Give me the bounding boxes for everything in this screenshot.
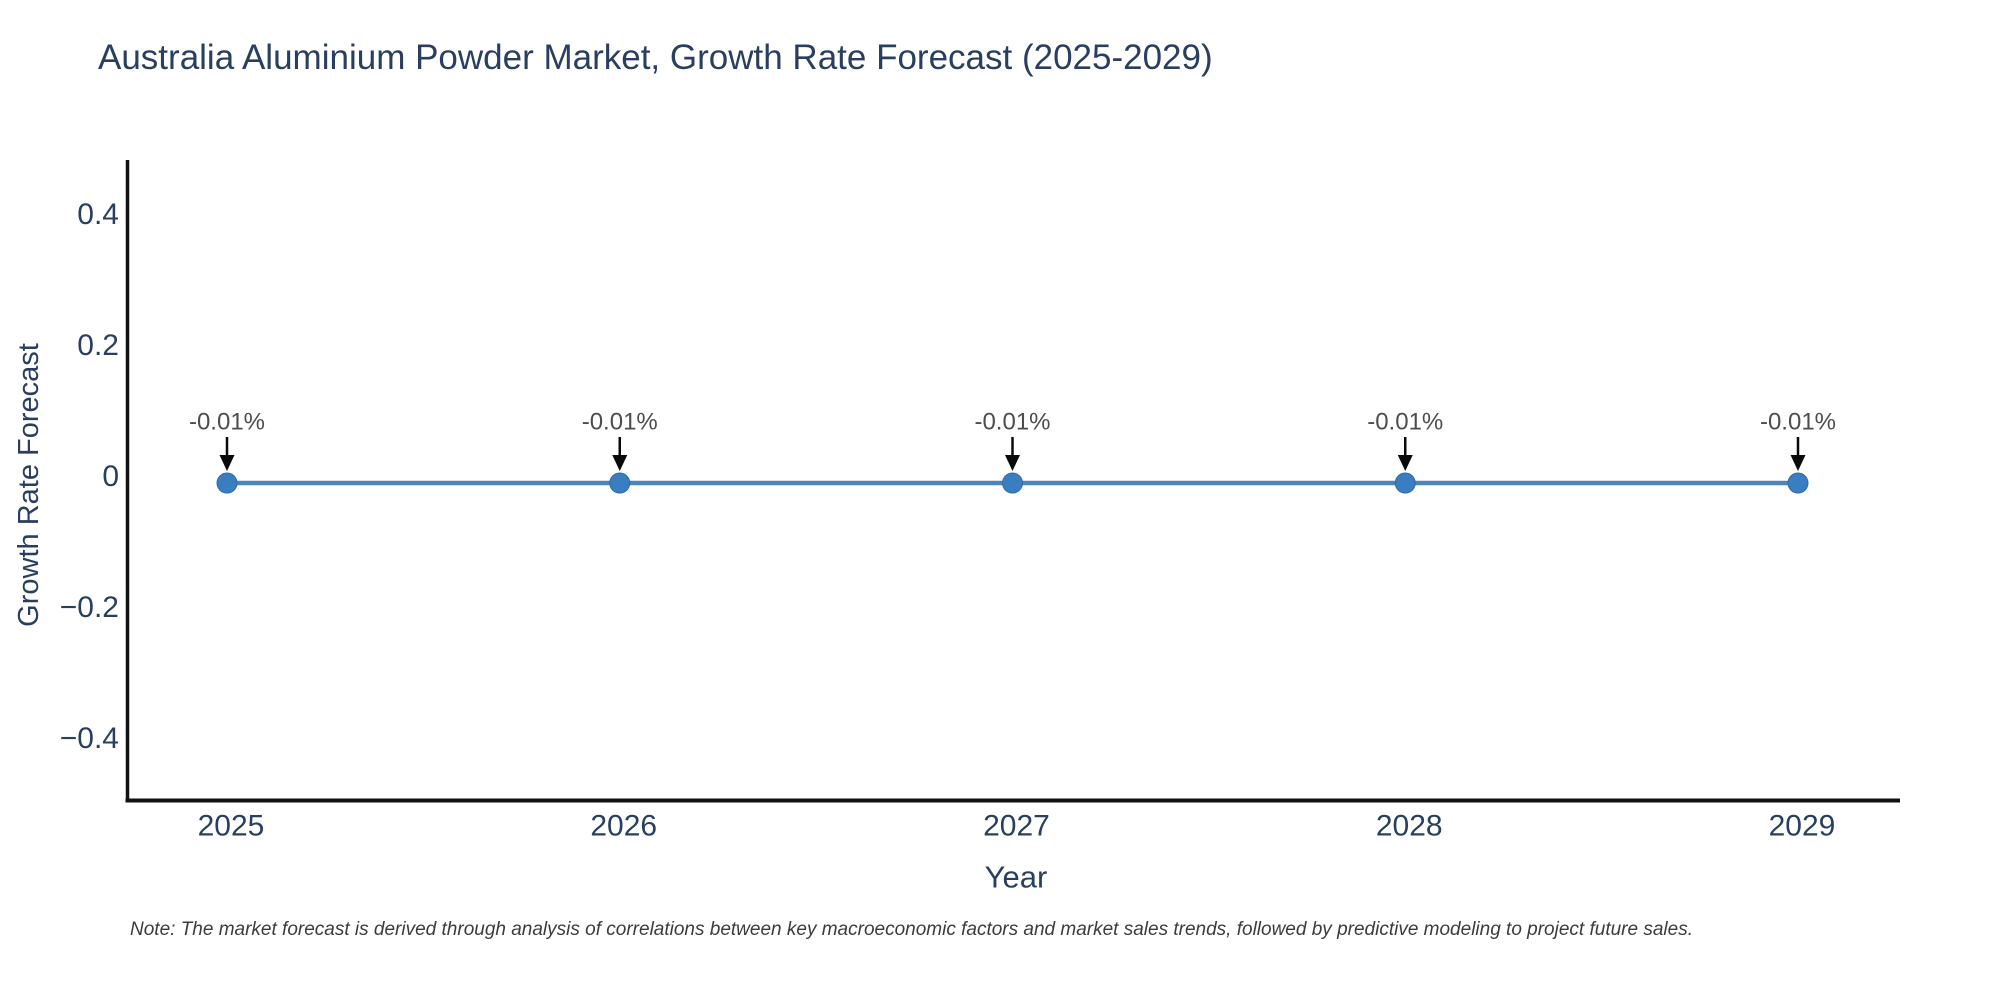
y-tick-label: −0.2 bbox=[60, 591, 119, 624]
annotation-label: -0.01% bbox=[1367, 409, 1443, 436]
x-tick-label: 2026 bbox=[590, 810, 657, 843]
y-tick-label: 0.4 bbox=[77, 198, 119, 231]
annotation-arrowhead bbox=[612, 455, 628, 471]
y-tick-label: 0 bbox=[102, 460, 119, 493]
annotation-label: -0.01% bbox=[974, 409, 1050, 436]
x-tick-label: 2028 bbox=[1376, 810, 1443, 843]
annotation-arrowhead bbox=[219, 455, 235, 471]
annotation-arrowhead bbox=[1790, 455, 1806, 471]
annotation-arrowhead bbox=[1397, 455, 1413, 471]
footnote: Note: The market forecast is derived thr… bbox=[130, 919, 1693, 940]
data-point-marker bbox=[1002, 472, 1023, 494]
annotation-arrowhead bbox=[1005, 455, 1020, 471]
y-tick-label: 0.2 bbox=[77, 329, 119, 362]
x-tick-label: 2027 bbox=[983, 810, 1050, 843]
x-tick-label: 2025 bbox=[198, 810, 265, 843]
y-tick-label: −0.4 bbox=[60, 722, 119, 755]
annotation-label: -0.01% bbox=[189, 409, 265, 436]
data-point-marker bbox=[609, 472, 631, 494]
x-tick-label: 2029 bbox=[1769, 810, 1836, 843]
data-point-marker bbox=[1787, 472, 1809, 494]
data-point-marker bbox=[1394, 472, 1416, 494]
y-axis-title: Growth Rate Forecast bbox=[13, 343, 45, 627]
data-point-marker bbox=[216, 472, 238, 494]
chart-title: Australia Aluminium Powder Market, Growt… bbox=[98, 38, 1213, 77]
annotation-label: -0.01% bbox=[1760, 409, 1836, 436]
x-axis-title: Year bbox=[985, 860, 1048, 895]
annotation-label: -0.01% bbox=[582, 409, 658, 436]
